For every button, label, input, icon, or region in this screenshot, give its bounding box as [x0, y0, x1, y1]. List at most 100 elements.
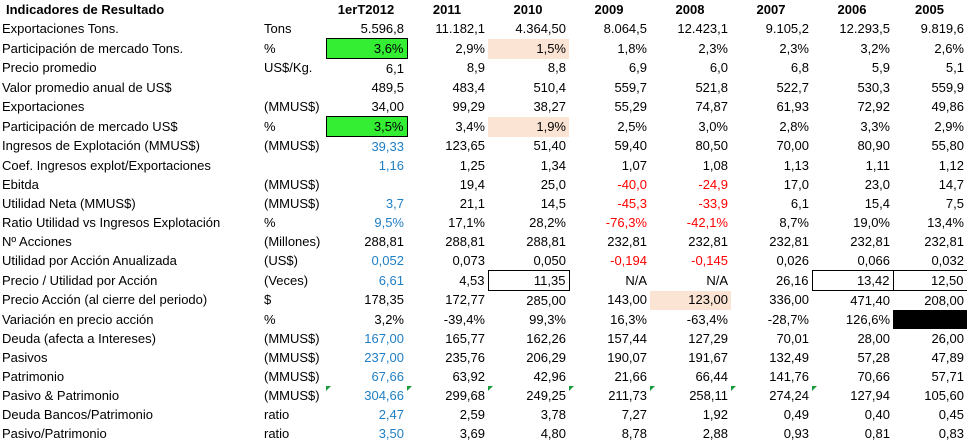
row-label[interactable]: Exportaciones Tons.	[2, 20, 119, 36]
value-cell[interactable]: -42,1%	[686, 214, 728, 230]
value-cell[interactable]: 9,5%	[374, 214, 404, 230]
value-cell[interactable]: 14,7	[938, 176, 964, 192]
value-cell[interactable]: -63,4%	[686, 311, 728, 327]
value-cell[interactable]: -76,3%	[605, 214, 647, 230]
value-cell[interactable]: 4,53	[459, 272, 485, 288]
value-cell[interactable]: 521,8	[695, 79, 728, 95]
value-cell[interactable]: 232,81	[850, 233, 890, 249]
row-label[interactable]: Ebitda	[2, 176, 39, 192]
value-cell[interactable]: 23,0	[864, 176, 890, 192]
value-cell[interactable]: -39,4%	[443, 311, 485, 327]
value-cell[interactable]: 123,65	[445, 138, 485, 154]
value-cell[interactable]: 7,27	[621, 406, 647, 422]
value-cell[interactable]: 3,6%	[325, 38, 408, 59]
row-label[interactable]: Precio Acción (al cierre del periodo)	[2, 292, 208, 308]
value-cell[interactable]: 6,1	[385, 60, 404, 76]
value-cell[interactable]: 21,66	[614, 368, 647, 384]
year-header[interactable]: 1erT2012	[337, 1, 395, 17]
row-unit[interactable]: Tons	[264, 20, 292, 36]
row-unit[interactable]: US$/Kg.	[264, 60, 313, 76]
value-cell[interactable]: 0,49	[783, 406, 809, 422]
value-cell[interactable]: 232,81	[924, 233, 964, 249]
value-cell[interactable]: 13,42	[811, 270, 894, 291]
value-cell[interactable]: 0,032	[931, 252, 964, 268]
value-cell[interactable]: 39,33	[371, 138, 404, 154]
value-cell[interactable]: 57,28	[857, 349, 890, 365]
value-cell[interactable]: 2,9%	[455, 40, 485, 56]
value-cell[interactable]: 299,68	[407, 386, 488, 405]
row-label[interactable]: Pasivo/Patrimonio	[2, 425, 107, 441]
value-cell[interactable]: 510,4	[533, 79, 566, 95]
value-cell[interactable]: -24,9	[698, 176, 728, 192]
value-cell[interactable]: 2,3%	[698, 40, 728, 56]
value-cell[interactable]: 34,00	[371, 98, 404, 114]
value-cell[interactable]: 3,69	[459, 425, 485, 441]
year-header[interactable]: 2011	[432, 1, 462, 17]
row-label[interactable]: Ingresos de Explotación (MMUS$)	[2, 138, 200, 154]
value-cell[interactable]: 80,90	[857, 138, 890, 154]
row-label[interactable]: Nº Acciones	[2, 233, 72, 249]
value-cell[interactable]: 1,08	[702, 157, 728, 173]
value-cell[interactable]: 285,00	[526, 292, 566, 308]
value-cell[interactable]: 5,1	[945, 60, 964, 76]
value-cell[interactable]: 2,5%	[617, 118, 647, 134]
value-cell[interactable]: 4,80	[540, 425, 566, 441]
value-cell[interactable]: 19,0%	[853, 214, 890, 230]
row-unit[interactable]: %	[264, 118, 276, 134]
value-cell[interactable]: 1,12	[938, 157, 964, 173]
header-unit-cell[interactable]	[262, 0, 326, 19]
value-cell[interactable]: 57,71	[931, 368, 964, 384]
value-cell[interactable]: 0,45	[938, 406, 964, 422]
year-header[interactable]: 2007	[756, 1, 786, 17]
value-cell[interactable]: 249,25	[488, 386, 569, 405]
value-cell[interactable]: 6,8	[790, 60, 809, 76]
value-cell[interactable]: 66,44	[695, 368, 728, 384]
value-cell[interactable]: 59,40	[614, 138, 647, 154]
value-cell[interactable]: 3,0%	[698, 118, 728, 134]
row-unit[interactable]: (Millones)	[264, 233, 321, 249]
value-cell[interactable]: 80,50	[695, 138, 728, 154]
value-cell[interactable]: 232,81	[769, 233, 809, 249]
value-cell[interactable]: 258,11	[650, 386, 731, 405]
value-cell[interactable]: 274,24	[731, 386, 812, 405]
row-unit[interactable]: ratio	[264, 425, 290, 441]
value-cell[interactable]: 143,00	[607, 292, 647, 308]
value-cell[interactable]: 12.293,5	[839, 20, 890, 36]
row-label[interactable]: Coef. Ingresos explot/Exportaciones	[2, 157, 211, 173]
value-cell[interactable]: 1,16	[378, 157, 404, 173]
row-label[interactable]: Patrimonio	[2, 368, 65, 384]
value-cell[interactable]: 1,34	[540, 157, 566, 173]
row-label[interactable]: Participación de mercado Tons.	[2, 40, 184, 56]
row-unit[interactable]	[262, 156, 326, 175]
value-cell[interactable]: 1,25	[459, 157, 485, 173]
row-unit[interactable]: (US$)	[264, 252, 298, 268]
value-cell[interactable]: 28,2%	[529, 214, 566, 230]
value-cell[interactable]: -45,3	[617, 195, 647, 211]
value-cell[interactable]: 288,81	[364, 233, 404, 249]
value-cell[interactable]: 105,60	[924, 387, 964, 403]
value-cell[interactable]: 15,4	[864, 195, 890, 211]
value-cell[interactable]: 25,0	[540, 176, 566, 192]
value-cell[interactable]: 61,93	[776, 98, 809, 114]
row-label[interactable]: Ratio Utilidad vs Ingresos Explotación	[2, 214, 221, 230]
value-cell[interactable]: 72,92	[857, 98, 890, 114]
value-cell[interactable]: 12.423,1	[677, 20, 728, 36]
row-unit[interactable]	[262, 78, 326, 97]
value-cell[interactable]: 3,50	[378, 425, 404, 441]
value-cell[interactable]: 3,3%	[860, 118, 890, 134]
value-cell[interactable]: 2,9%	[934, 118, 964, 134]
value-cell[interactable]: 0,40	[864, 406, 890, 422]
value-cell[interactable]: 19,4	[459, 176, 485, 192]
row-unit[interactable]: (MMUS$)	[264, 176, 320, 192]
value-cell[interactable]: 8,8	[547, 60, 566, 76]
value-cell[interactable]: 14,5	[540, 195, 566, 211]
row-unit[interactable]: %	[264, 214, 276, 230]
table-title[interactable]: Indicadores de Resultado	[6, 1, 165, 17]
value-cell[interactable]: 2,8%	[779, 118, 809, 134]
value-cell[interactable]: 0,073	[452, 252, 485, 268]
value-cell[interactable]: 0,052	[371, 252, 404, 268]
value-cell[interactable]: 2,6%	[934, 40, 964, 56]
row-unit[interactable]: (MMUS$)	[264, 349, 320, 365]
row-label[interactable]: Deuda Bancos/Patrimonio	[2, 406, 154, 422]
value-cell[interactable]: 235,76	[445, 349, 485, 365]
